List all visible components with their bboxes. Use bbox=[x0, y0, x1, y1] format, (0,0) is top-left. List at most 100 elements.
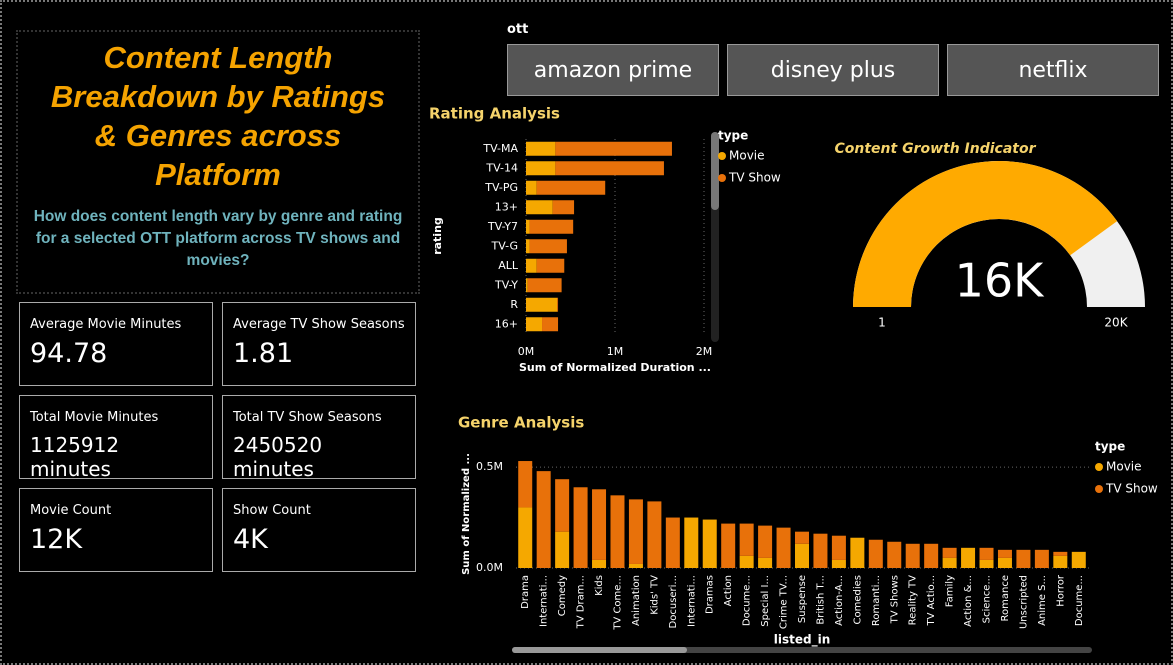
bar-segment bbox=[542, 317, 559, 332]
dashboard-title: Content Length Breakdown by Ratings & Ge… bbox=[50, 40, 386, 192]
y-tick-label: 13+ bbox=[495, 200, 518, 213]
bar-segment bbox=[518, 461, 533, 508]
bar-segment bbox=[979, 547, 994, 560]
bar-segment bbox=[573, 487, 588, 568]
x-tick-label: British T... bbox=[815, 575, 826, 625]
bar-segment bbox=[702, 519, 717, 568]
bar-segment bbox=[536, 471, 551, 568]
bar-segment bbox=[526, 141, 556, 156]
scrollbar-thumb[interactable] bbox=[711, 132, 719, 210]
bar-segment bbox=[776, 527, 791, 568]
chart-title: Genre Analysis bbox=[458, 414, 584, 432]
bar-segment bbox=[628, 563, 643, 568]
bar-segment bbox=[721, 523, 736, 568]
x-tick-label: Unscripted bbox=[1018, 575, 1029, 629]
slicer-button[interactable]: disney plus bbox=[727, 44, 939, 96]
x-tick-label: TV Actio... bbox=[926, 575, 937, 626]
bar-segment bbox=[552, 200, 575, 215]
bar-segment bbox=[526, 239, 530, 254]
legend-title: type bbox=[1095, 440, 1125, 454]
scrollbar-thumb[interactable] bbox=[512, 647, 687, 653]
y-tick-label: 16+ bbox=[495, 317, 518, 330]
legend-swatch bbox=[718, 152, 726, 160]
kpi-value: 1.81 bbox=[233, 338, 294, 369]
bar-segment bbox=[555, 161, 664, 176]
x-tick-label: Science... bbox=[982, 575, 993, 623]
x-tick-label: 1M bbox=[607, 345, 624, 358]
gauge-value: 16K bbox=[955, 254, 1046, 308]
kpi-card: Movie Count 12K bbox=[19, 488, 213, 572]
bar-segment bbox=[1034, 549, 1049, 568]
bar-segment bbox=[850, 537, 865, 568]
bar-segment bbox=[739, 555, 754, 568]
legend-swatch bbox=[1095, 463, 1103, 471]
slicer-button[interactable]: netflix bbox=[947, 44, 1159, 96]
x-tick-label: Docume... bbox=[1074, 575, 1085, 626]
bar-segment bbox=[526, 180, 537, 195]
x-tick-label: Docuseri... bbox=[668, 575, 679, 628]
x-tick-label: Action &... bbox=[963, 575, 974, 627]
y-tick-label: TV-MA bbox=[482, 142, 518, 155]
x-tick-label: TV Shows bbox=[889, 575, 900, 624]
slicer-button[interactable]: amazon prime bbox=[507, 44, 719, 96]
y-tick-label: 0.0M bbox=[476, 561, 503, 574]
bar-segment bbox=[536, 258, 565, 273]
bar-segment bbox=[924, 543, 939, 568]
bar-segment bbox=[527, 278, 562, 293]
kpi-label: Total Movie Minutes bbox=[30, 410, 159, 425]
x-tick-label: 2M bbox=[696, 345, 713, 358]
kpi-value: 12K bbox=[30, 524, 83, 555]
x-tick-label: Family bbox=[945, 575, 956, 607]
x-tick-label: 0M bbox=[518, 345, 535, 358]
gauge-tick-label: 20K bbox=[1104, 316, 1128, 330]
x-tick-label: Reality TV bbox=[908, 575, 919, 625]
bar-segment bbox=[979, 559, 994, 568]
legend-swatch bbox=[1095, 485, 1103, 493]
bar-segment bbox=[795, 543, 809, 568]
bar-segment bbox=[526, 219, 530, 234]
bar-segment bbox=[887, 541, 902, 568]
bar-segment bbox=[526, 317, 543, 332]
x-tick-label: Kids bbox=[594, 575, 605, 596]
y-tick-label: TV-G bbox=[491, 239, 519, 252]
y-tick-label: TV-PG bbox=[484, 181, 518, 194]
bar-segment bbox=[942, 557, 957, 568]
legend-label: TV Show bbox=[728, 171, 781, 185]
kpi-label: Movie Count bbox=[30, 503, 112, 518]
kpi-card: Show Count 4K bbox=[222, 488, 416, 572]
kpi-card: Average TV Show Seasons 1.81 bbox=[222, 302, 416, 386]
bar-segment bbox=[997, 549, 1012, 558]
gauge-tick-label: 1 bbox=[878, 316, 886, 330]
bar-segment bbox=[610, 495, 625, 568]
gauge-title: Content Growth Indicator bbox=[834, 141, 1036, 157]
y-tick-label: ALL bbox=[498, 259, 519, 272]
bar-segment bbox=[1016, 549, 1031, 568]
y-tick-label: TV-Y7 bbox=[487, 220, 518, 233]
bar-segment bbox=[1071, 551, 1086, 568]
y-tick-label: 0.5M bbox=[476, 460, 503, 473]
kpi-label: Total TV Show Seasons bbox=[233, 410, 382, 425]
x-tick-label: Action bbox=[723, 575, 734, 606]
kpi-label: Average TV Show Seasons bbox=[233, 317, 405, 332]
bar-segment bbox=[997, 557, 1012, 568]
x-tick-label: TV Dram... bbox=[576, 575, 587, 629]
kpi-value: 2450520 minutes bbox=[233, 433, 323, 481]
bar-segment bbox=[831, 535, 846, 560]
x-tick-label: TV Come... bbox=[612, 575, 623, 631]
legend-label: TV Show bbox=[1105, 482, 1158, 496]
bar-segment bbox=[555, 531, 570, 568]
x-tick-label: Drama bbox=[520, 575, 531, 609]
x-tick-label: Animation bbox=[631, 575, 642, 626]
bar-segment bbox=[795, 531, 809, 544]
legend-title: type bbox=[718, 129, 748, 143]
bar-segment bbox=[526, 258, 537, 273]
legend-swatch bbox=[718, 174, 726, 182]
y-tick-label: TV-14 bbox=[485, 161, 518, 174]
kpi-label: Average Movie Minutes bbox=[30, 317, 182, 332]
bar-segment bbox=[905, 543, 920, 568]
bar-segment bbox=[758, 525, 773, 558]
y-tick-label: TV-Y bbox=[494, 278, 518, 291]
bar-segment bbox=[557, 297, 559, 312]
x-tick-label: Special I... bbox=[760, 575, 771, 627]
